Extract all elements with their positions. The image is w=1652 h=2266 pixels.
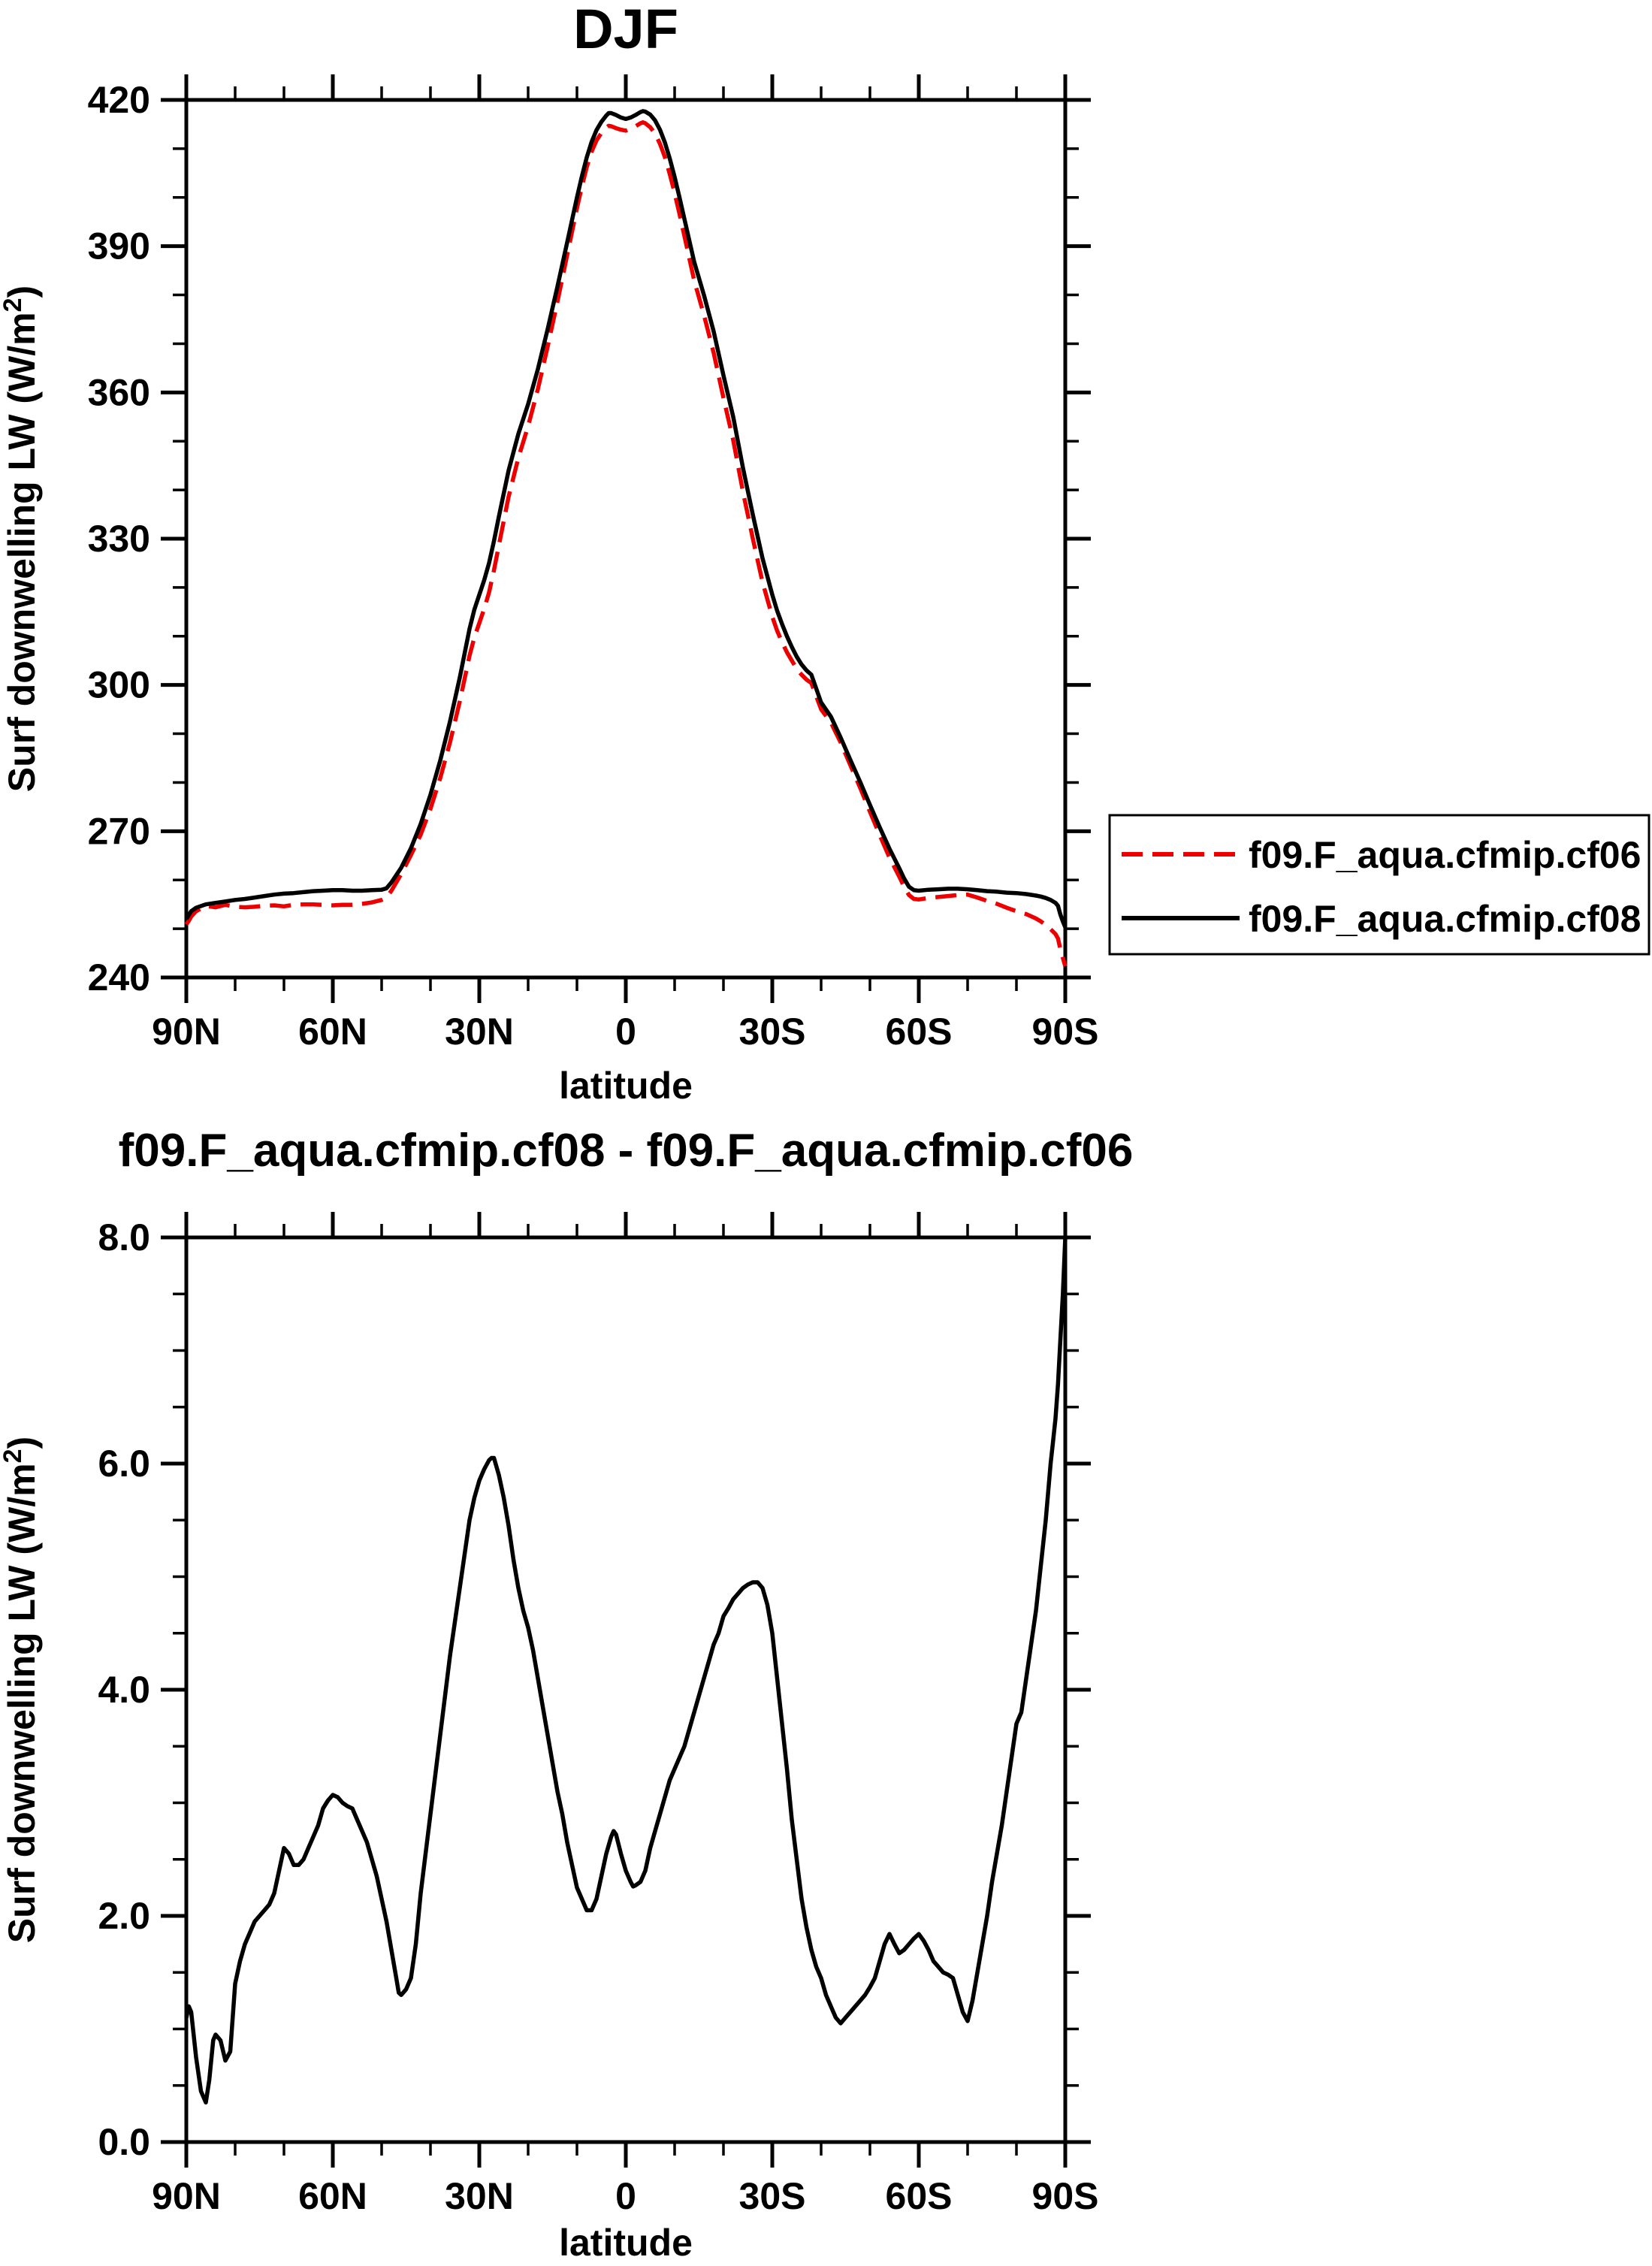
y-label-superscript: 2 bbox=[0, 298, 27, 312]
series-f09-f-aqua-cfmip-cf08 bbox=[184, 109, 1068, 929]
top-plot-x-axis-label: latitude bbox=[559, 1065, 693, 1107]
legend-label-cf06: f09.F_aqua.cfmip.cf06 bbox=[1249, 834, 1641, 876]
x-tick-label: 60S bbox=[886, 1011, 953, 1053]
y-label-base: Surf downwelling LW (W/m bbox=[1, 1463, 43, 1943]
x-tick-label: 60S bbox=[886, 2175, 953, 2217]
x-tick-label: 30S bbox=[739, 1011, 806, 1053]
bottom-plot-title: f09.F_aqua.cfmip.cf08 - f09.F_aqua.cfmip… bbox=[119, 1125, 1134, 1177]
y-tick-label: 8.0 bbox=[98, 1216, 150, 1258]
bottom-plot-x-axis-label: latitude bbox=[559, 2222, 693, 2262]
y-tick-label: 2.0 bbox=[98, 1895, 150, 1937]
x-tick-label: 30N bbox=[445, 1011, 514, 1053]
y-tick-label: 270 bbox=[88, 810, 150, 852]
y-tick-label: 0.0 bbox=[98, 2121, 150, 2163]
y-tick-label: 240 bbox=[88, 956, 150, 999]
y-label-superscript: 2 bbox=[0, 1449, 27, 1463]
y-tick-label: 390 bbox=[88, 225, 150, 267]
x-tick-label: 30N bbox=[445, 2175, 514, 2217]
top-plot-y-axis-label: Surf downwelling LW (W/m2) bbox=[0, 286, 43, 792]
x-tick-label: 90N bbox=[152, 2175, 221, 2217]
bottom-plot-y-axis-label: Surf downwelling LW (W/m2) bbox=[0, 1437, 43, 1943]
y-tick-label: 330 bbox=[88, 518, 150, 560]
y-label-close: ) bbox=[1, 286, 43, 298]
x-tick-label: 60N bbox=[298, 2175, 367, 2217]
x-tick-label: 0 bbox=[615, 1011, 636, 1053]
y-tick-label: 4.0 bbox=[98, 1669, 150, 1711]
top-plot-title: DJF bbox=[573, 0, 678, 60]
x-tick-label: 90N bbox=[152, 1011, 221, 1053]
legend: f09.F_aqua.cfmip.cf06 f09.F_aqua.cfmip.c… bbox=[1108, 814, 1650, 956]
y-label-close: ) bbox=[1, 1437, 43, 1449]
x-tick-label: 30S bbox=[739, 2175, 806, 2217]
plot-1: 90N 60N 30N 0 30S 60S 90S 0.0 2.0 4.0 6.0 8.0 bbox=[98, 1212, 1098, 2217]
y-label-base: Surf downwelling LW (W/m bbox=[1, 312, 43, 792]
x-tick-label: 0 bbox=[615, 2175, 636, 2217]
x-tick-label: 90S bbox=[1032, 2175, 1099, 2217]
plot-frame bbox=[184, 98, 1068, 980]
x-tick-label: 60N bbox=[298, 1011, 367, 1053]
series-f09-f-aqua-cfmip-cf08-f09-f-aqua-cfmip-cf06 bbox=[184, 1237, 1068, 2105]
plot-frame bbox=[184, 1235, 1068, 2144]
y-tick-label: 420 bbox=[88, 79, 150, 121]
legend-label-cf08: f09.F_aqua.cfmip.cf08 bbox=[1249, 898, 1641, 940]
x-tick-label: 90S bbox=[1032, 1011, 1099, 1053]
plot-areas: 90N 60N 30N 0 30S 60S 90S 240 270 300 330 360 390 420… bbox=[88, 74, 1099, 2217]
y-tick-label: 6.0 bbox=[98, 1443, 150, 1485]
y-tick-label: 300 bbox=[88, 664, 150, 706]
series-f09-f-aqua-cfmip-cf06 bbox=[184, 120, 1068, 967]
y-tick-label: 360 bbox=[88, 371, 150, 413]
legend-box bbox=[1108, 814, 1650, 956]
plot-0: 90N 60N 30N 0 30S 60S 90S 240 270 300 330 360 390 420 bbox=[88, 74, 1099, 1053]
